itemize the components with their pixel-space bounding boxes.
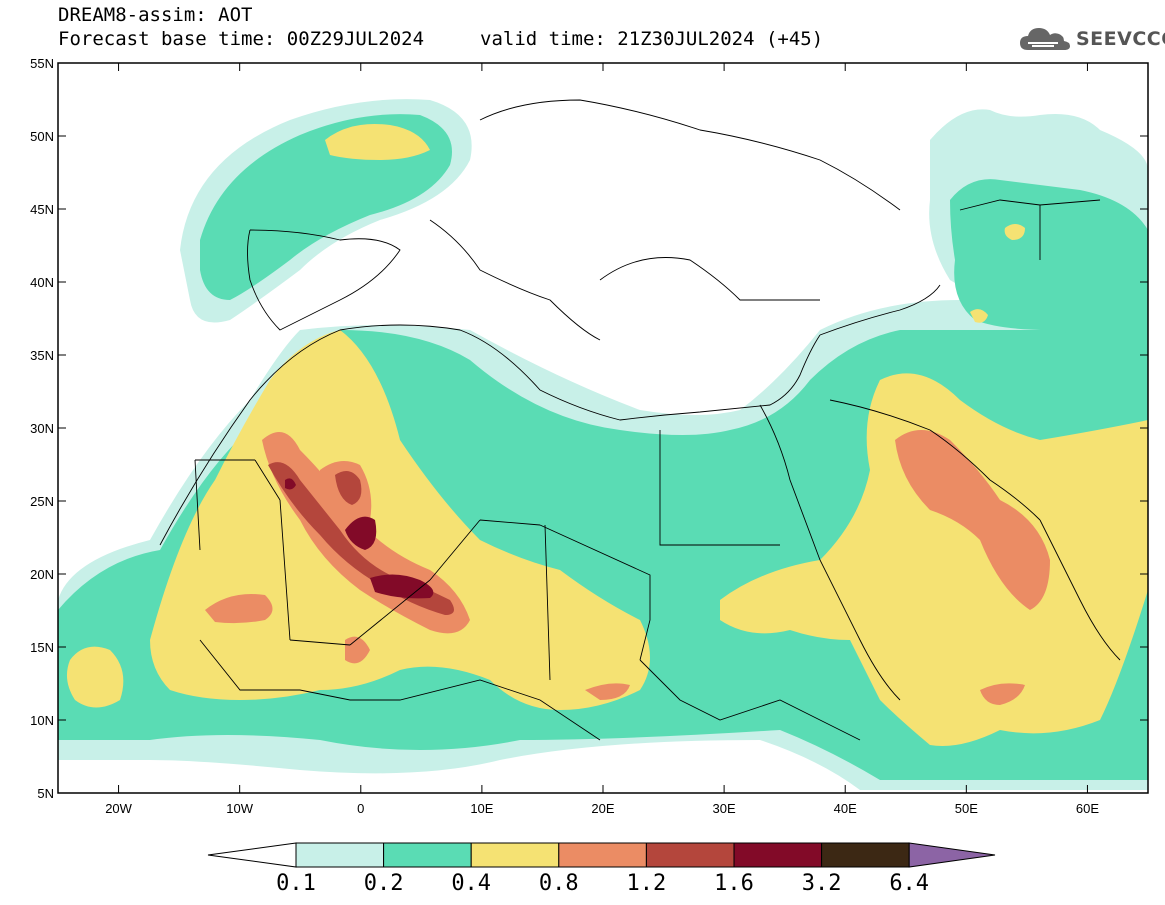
lon-tick-label: 10E — [470, 801, 493, 816]
lat-tick-label: 50N — [30, 129, 54, 144]
seevccc-logo: SEEVCCC — [1018, 22, 1165, 56]
colorbar-level-label: 3.2 — [802, 871, 842, 896]
colorbar-level-label: 1.2 — [627, 871, 667, 896]
lat-tick-label: 45N — [30, 202, 54, 217]
colorbar-level-label: 0.8 — [539, 871, 579, 896]
colorbar-swatch — [470, 842, 560, 868]
latitude-axis: 5N 10N 15N 20N 25N 30N 35N 40N 45N 50N 55N — [30, 56, 1148, 801]
colorbar-swatch — [645, 842, 735, 868]
longitude-axis: 20W 10W 0 10E 20E 30E 40E 50E 60E — [105, 63, 1099, 816]
lon-tick-label: 30E — [713, 801, 736, 816]
colorbar-swatch — [733, 842, 823, 868]
colorbar-level-label: 0.4 — [451, 871, 491, 896]
lat-tick-label: 30N — [30, 421, 54, 436]
colorbar-level-label: 6.4 — [889, 871, 929, 896]
lat-tick-label: 5N — [37, 786, 54, 801]
aot-band-0.4 — [66, 124, 1148, 746]
valid-time: valid time: 21Z30JUL2024 (+45) — [480, 28, 824, 50]
lat-tick-label: 20N — [30, 567, 54, 582]
cloud-icon — [1020, 28, 1070, 50]
map-title: DREAM8-assim: AOT — [58, 4, 253, 26]
lon-tick-label: 20E — [591, 801, 614, 816]
lat-tick-label: 25N — [30, 494, 54, 509]
colorbar-under-arrow — [207, 842, 297, 868]
colorbar-level-label: 0.2 — [364, 871, 404, 896]
aot-band-1.2 — [268, 462, 454, 615]
colorbar-level-label: 1.6 — [714, 871, 754, 896]
lat-tick-label: 55N — [30, 56, 54, 71]
lon-tick-label: 50E — [955, 801, 978, 816]
lat-tick-label: 10N — [30, 713, 54, 728]
logo-text: SEEVCCC — [1076, 28, 1165, 50]
colorbar-swatch — [383, 842, 472, 868]
lon-tick-label: 20W — [105, 801, 132, 816]
country-borders — [159, 99, 1121, 741]
colorbar-swatch — [295, 842, 385, 868]
aot-band-1.6 — [285, 478, 434, 599]
colorbar-over-arrow — [908, 842, 996, 868]
colorbar-swatch — [558, 842, 647, 868]
lat-tick-label: 40N — [30, 275, 54, 290]
lat-tick-label: 35N — [30, 348, 54, 363]
lon-tick-label: 0 — [357, 801, 364, 816]
colorbar-swatch — [821, 842, 910, 868]
lon-tick-label: 10W — [226, 801, 253, 816]
forecast-base-time: Forecast base time: 00Z29JUL2024 — [58, 28, 425, 50]
lon-tick-label: 60E — [1076, 801, 1099, 816]
lat-tick-label: 15N — [30, 640, 54, 655]
lon-tick-label: 40E — [834, 801, 857, 816]
colorbar-level-label: 0.1 — [276, 871, 316, 896]
